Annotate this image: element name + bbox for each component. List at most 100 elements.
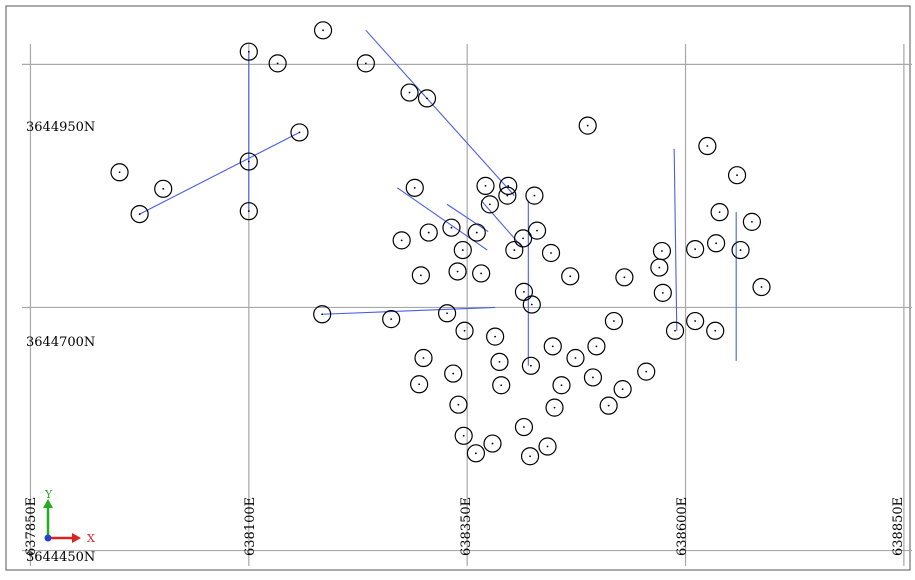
drillhole-collar-21[interactable] [527,221,547,240]
triad-y-arrowhead [43,499,53,508]
drillhole-collar-8[interactable] [578,116,597,135]
collar-ring [710,203,729,222]
drillhole-collar-24[interactable] [419,223,438,242]
drillhole-collar-16[interactable] [476,176,495,195]
drillhole-collar-36[interactable] [650,258,669,277]
drillhole-collar-40[interactable] [561,267,580,286]
drillhole-collar-72[interactable] [454,426,473,445]
collar-center-dot [413,186,416,189]
drillhole-collar-15[interactable] [405,178,424,197]
drillhole-collar-10[interactable] [727,166,747,185]
drillhole-collar-26[interactable] [453,240,472,260]
drillhole-collar-19[interactable] [498,186,517,205]
drillhole-collar-45[interactable] [514,282,534,301]
drillhole-collar-57[interactable] [521,356,541,375]
drillhole-collar-27[interactable] [505,240,524,260]
drillhole-collar-42[interactable] [411,266,430,285]
drillhole-collar-47[interactable] [686,311,705,331]
drillhole-collar-61[interactable] [490,352,509,372]
drillhole-collar-50[interactable] [437,304,457,323]
drillhole-collar-46[interactable] [665,321,685,340]
drillhole-collar-48[interactable] [706,321,725,340]
collar-center-dot [645,370,648,373]
northing-label-3644950: 3644950N [26,120,95,135]
drillhole-collar-64[interactable] [410,375,429,394]
drillhole-collar-28[interactable] [467,223,486,242]
collar-center-dot [607,404,610,407]
drillhole-collar-3[interactable] [356,54,375,73]
drillhole-collar-39[interactable] [615,268,634,287]
drillhole-collar-18[interactable] [480,195,499,214]
drillhole-collar-41[interactable] [448,262,467,281]
drillhole-collar-53[interactable] [455,321,474,340]
collar-center-dot [523,426,525,428]
drillhole-collar-4[interactable] [400,83,419,102]
drillhole-collar-73[interactable] [483,434,502,453]
drillhole-collar-69[interactable] [599,396,618,415]
drillhole-collar-22[interactable] [513,229,533,248]
collar-center-dot [390,318,393,321]
drillhole-collar-0[interactable] [313,21,333,40]
drillhole-collar-51[interactable] [382,310,401,329]
drillhole-collar-59[interactable] [414,348,433,368]
drillhole-collar-76[interactable] [466,444,486,463]
drillhole-collar-65[interactable] [492,376,511,395]
drillhole-collar-32[interactable] [731,240,750,260]
northing-label-3644700: 3644700N [26,335,95,350]
collar-center-dot [530,364,532,367]
drillhole-collar-11[interactable] [110,163,129,182]
drillhole-collar-20[interactable] [525,186,544,205]
collar-ring [653,283,672,302]
drillhole-collar-7[interactable] [239,152,258,171]
drillhole-collar-71[interactable] [514,417,534,437]
drillhole-collar-43[interactable] [472,264,491,283]
collar-center-dot [592,376,594,379]
drillhole-collar-68[interactable] [545,398,564,417]
drillhole-collar-49[interactable] [604,311,624,331]
drillhole-collar-33[interactable] [706,234,726,253]
drillhole-collar-55[interactable] [587,337,606,356]
drillhole-collar-5[interactable] [417,89,437,108]
drillhole-collar-52[interactable] [313,305,332,324]
drillhole-collar-66[interactable] [552,376,571,395]
collar-ring [442,218,461,237]
collar-ring [400,83,419,102]
drillhole-collar-2[interactable] [268,54,287,73]
drillhole-collar-31[interactable] [742,212,762,231]
collar-ring [525,186,544,205]
drillhole-collar-25[interactable] [392,231,411,250]
drillhole-collar-12[interactable] [154,179,173,198]
collar-center-dot [422,357,425,359]
collar-center-dot [400,239,403,242]
collar-ring [492,376,511,395]
drillhole-collar-60[interactable] [444,364,463,383]
drillhole-collar-30[interactable] [710,203,729,222]
drillhole-collar-29[interactable] [541,243,561,263]
drillhole-collar-62[interactable] [583,368,603,387]
collar-center-dot [118,171,121,174]
drillhole-collar-74[interactable] [520,447,540,466]
drillhole-collar-37[interactable] [752,277,771,297]
drillhole-collar-6[interactable] [290,123,309,142]
drillhole-collar-23[interactable] [442,218,461,237]
drillhole-collar-75[interactable] [538,437,557,456]
drillhole-collar-63[interactable] [637,362,656,381]
collar-ring [731,240,750,260]
drillhole-collar-38[interactable] [653,283,672,302]
drillhole-collar-9[interactable] [698,136,717,156]
drillhole-collar-1[interactable] [239,42,258,61]
collar-ring [665,321,685,340]
drillhole-collar-13[interactable] [130,204,149,224]
drillhole-collar-35[interactable] [686,240,705,259]
drillhole-collar-70[interactable] [449,395,468,414]
drillhole-collar-67[interactable] [613,380,632,399]
drillhole-collar-58[interactable] [566,348,585,368]
drillhole-collar-17[interactable] [499,176,518,195]
drillhole-collar-54[interactable] [486,327,505,346]
drillhole-collar-14[interactable] [239,202,258,221]
collar-ring [490,352,509,372]
drillhole-trace-4 [446,203,489,233]
drillhole-collar-56[interactable] [543,337,562,356]
collar-ring [583,368,603,387]
